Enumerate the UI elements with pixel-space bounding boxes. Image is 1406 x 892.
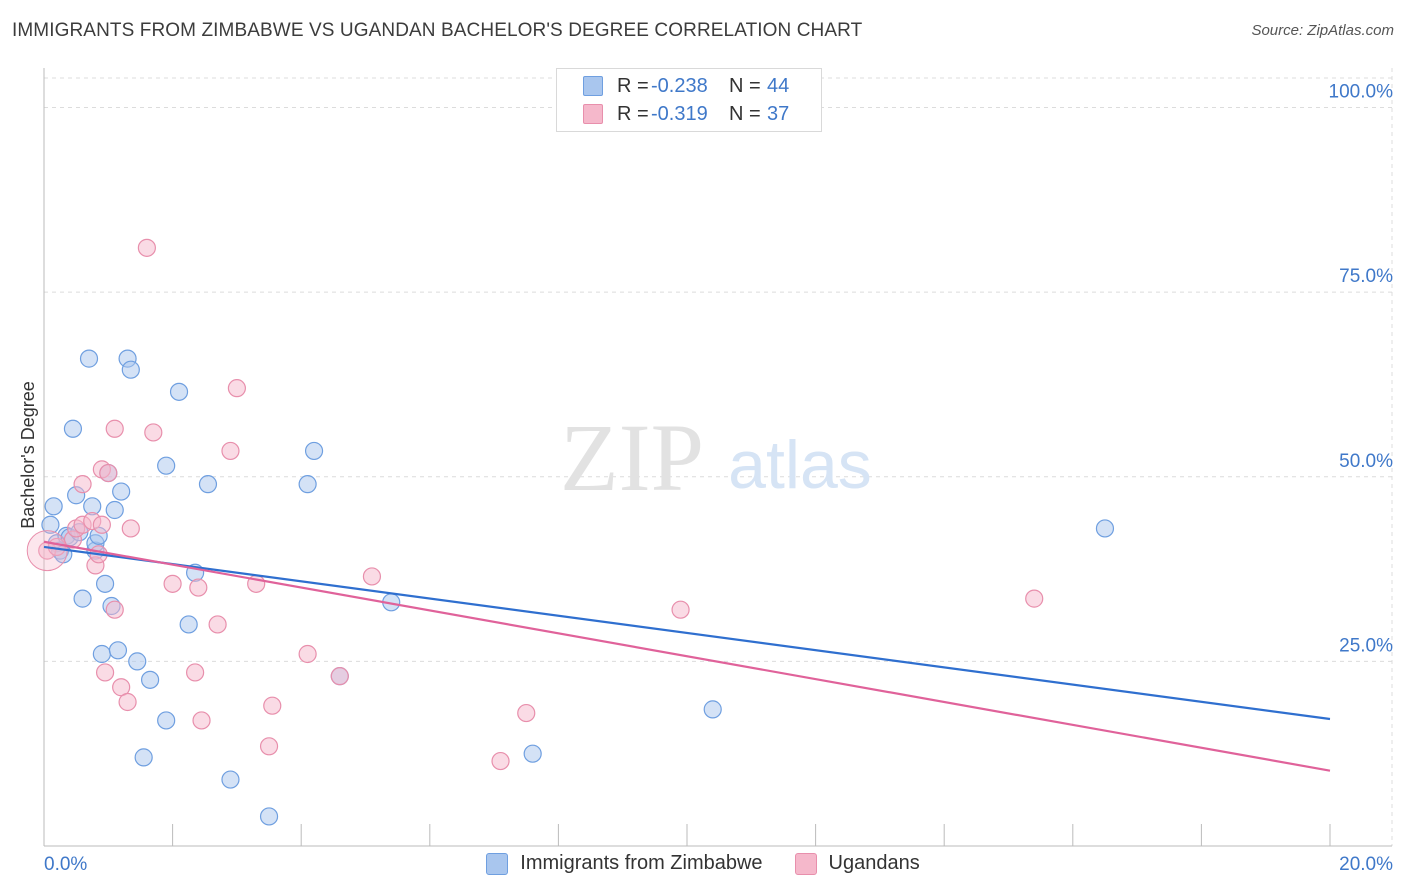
y-tick-label: 75.0% — [1339, 266, 1393, 287]
grid-lines — [44, 68, 1393, 846]
legend-swatch-ugandans — [583, 104, 603, 124]
legend-swatch-zimbabwe — [583, 76, 603, 96]
ugandans-point — [517, 703, 536, 723]
zimbabwe-point — [298, 475, 317, 494]
zimbabwe-point — [41, 515, 60, 534]
x-tick-label: 0.0% — [44, 854, 87, 875]
ugandans-point — [263, 696, 282, 715]
series-ugandans-points — [26, 238, 1044, 771]
zimbabwe-point — [703, 700, 722, 719]
ugandans-point — [227, 379, 246, 398]
zimbabwe-point — [63, 419, 83, 438]
zimbabwe-point — [523, 744, 542, 763]
ugandans-point — [491, 751, 510, 771]
ugandans-point — [298, 644, 317, 664]
ugandans-point — [671, 600, 690, 619]
y-tick-label: 50.0% — [1339, 451, 1393, 472]
legend-row-zimbabwe: R = -0.238 N = 44 — [583, 73, 789, 99]
watermark-zip: ZIP — [560, 404, 704, 511]
trend-line-ugandans — [43, 540, 1331, 772]
zimbabwe-point — [108, 641, 128, 660]
zimbabwe-point — [92, 644, 111, 664]
source-label: Source: ZipAtlas.com — [1251, 22, 1394, 39]
zimbabwe-point — [304, 441, 324, 461]
ugandans-point — [186, 663, 205, 682]
ugandans-point — [105, 419, 124, 438]
ugandans-point — [105, 600, 124, 619]
ugandans-point — [137, 238, 156, 257]
zimbabwe-point — [221, 770, 240, 789]
legend-item-zimbabwe[interactable]: Immigrants from Zimbabwe — [486, 852, 763, 875]
legend-r-value: -0.238 — [651, 74, 708, 97]
zimbabwe-point — [105, 500, 124, 520]
legend-n-value: 37 — [767, 102, 790, 125]
ugandans-point — [73, 475, 92, 494]
ugandans-point — [189, 578, 208, 597]
zimbabwe-point — [179, 615, 198, 634]
series-legend: Immigrants from Zimbabwe Ugandans — [0, 852, 1406, 875]
axes — [43, 68, 1392, 847]
y-axis-label: Bachelor's Degree — [18, 381, 38, 529]
legend-item-ugandans[interactable]: Ugandans — [794, 852, 920, 875]
ugandans-point — [362, 567, 382, 586]
chart-title: IMMIGRANTS FROM ZIMBABWE VS UGANDAN BACH… — [12, 20, 863, 41]
zimbabwe-point — [128, 652, 147, 671]
watermark-atlas: atlas — [728, 427, 872, 503]
legend-n-label: N = — [729, 102, 761, 125]
y-tick-label: 100.0% — [1329, 82, 1394, 103]
legend-r-value: -0.319 — [651, 102, 708, 125]
zimbabwe-point — [157, 711, 176, 730]
x-tick-label: 20.0% — [1339, 854, 1393, 875]
zimbabwe-point — [134, 748, 153, 767]
legend-n-label: N = — [729, 74, 761, 97]
ugandans-point — [330, 667, 349, 686]
legend-n-value: 44 — [767, 74, 790, 97]
watermark: ZIP atlas — [560, 404, 872, 511]
y-tick-label: 25.0% — [1339, 635, 1393, 656]
legend-r-label: R = — [617, 102, 649, 125]
trend-lines — [43, 540, 1331, 772]
legend-row-ugandans: R = -0.319 N = 37 — [583, 101, 789, 127]
ugandans-point — [92, 515, 111, 534]
zimbabwe-point — [157, 456, 176, 475]
zimbabwe-point — [140, 670, 160, 689]
zimbabwe-point — [44, 497, 63, 516]
ugandans-point-cluster — [26, 530, 68, 572]
ugandans-point — [121, 519, 140, 538]
trend-line-zimbabwe — [43, 545, 1331, 721]
zimbabwe-point — [259, 807, 279, 826]
zimbabwe-point — [79, 349, 99, 368]
correlation-legend: R = -0.238 N = 44 R = -0.319 N = 37 — [556, 68, 822, 132]
ugandans-point — [259, 737, 279, 756]
zimbabwe-point — [95, 574, 115, 593]
ugandans-point — [1025, 589, 1044, 608]
zimbabwe-point — [198, 475, 218, 494]
ugandans-point — [118, 692, 137, 712]
ugandans-point — [192, 711, 211, 730]
zimbabwe-point — [121, 360, 140, 379]
legend-r-label: R = — [617, 74, 649, 97]
ugandans-point — [208, 615, 227, 634]
ugandans-point — [144, 423, 163, 442]
tick-labels: 25.0% 50.0% 75.0% 100.0% 0.0% 20.0% — [44, 82, 1393, 875]
ugandans-point — [95, 663, 115, 682]
ugandans-point — [163, 574, 182, 593]
legend-label-ugandans: Ugandans — [828, 852, 920, 874]
zimbabwe-point — [73, 589, 92, 608]
legend-label-zimbabwe: Immigrants from Zimbabwe — [520, 852, 763, 874]
ugandans-point — [221, 441, 240, 461]
legend-swatch-ugandans — [794, 852, 817, 875]
zimbabwe-point — [1095, 519, 1115, 538]
legend-swatch-zimbabwe — [486, 852, 509, 875]
ugandans-point — [99, 463, 118, 483]
zimbabwe-point — [169, 382, 189, 401]
zimbabwe-point — [112, 482, 131, 501]
